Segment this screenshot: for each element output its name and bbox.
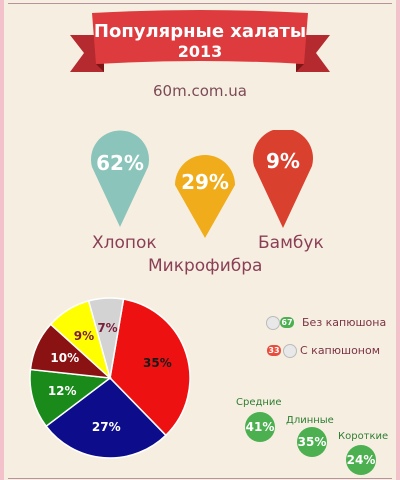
year-label: 2013 — [177, 42, 223, 61]
page-title: Популярные халаты — [93, 21, 307, 42]
pin-microfiber — [175, 155, 235, 238]
pie-slice-label: 9% — [73, 328, 95, 343]
robe-without-hood-icon — [266, 316, 280, 330]
pie-slice — [45, 377, 167, 459]
site-url: 60m.com.ua — [153, 82, 247, 100]
pie-slice — [87, 297, 125, 379]
cotton-percent: 62% — [96, 151, 144, 175]
robe-with-hood-icon — [283, 344, 297, 358]
pie-slice-label: 10% — [50, 350, 80, 365]
short-length-percent: 24% — [346, 445, 376, 475]
pie-slice-label: 7% — [97, 321, 118, 336]
pie-slice-label: 27% — [91, 420, 121, 435]
left-border — [0, 0, 4, 480]
pie-slice — [29, 368, 112, 428]
material-pins — [91, 130, 313, 238]
color-pie-chart — [29, 297, 191, 459]
pie-slice-label: 12% — [47, 384, 77, 399]
microfiber-label: Микрофибра — [148, 256, 263, 276]
long-length-label: Длинные — [286, 415, 334, 426]
without-hood-count: 67 — [280, 317, 294, 328]
title-ribbon — [70, 10, 330, 72]
pin-bamboo — [253, 130, 313, 228]
with-hood-count: 33 — [267, 345, 281, 356]
short-length-label: Короткие — [338, 431, 389, 442]
medium-length-label: Средние — [236, 397, 282, 408]
long-length-percent: 35% — [297, 427, 327, 457]
pie-slice-label: 35% — [142, 356, 172, 371]
with-hood-label: С капюшоном — [300, 344, 381, 357]
pin-cotton — [91, 130, 149, 227]
top-divider — [8, 3, 392, 4]
right-border — [396, 0, 400, 480]
cotton-label: Хлопок — [92, 233, 157, 253]
pie-slice — [109, 298, 191, 437]
bottom-divider — [8, 478, 392, 479]
bamboo-percent: 9% — [266, 149, 300, 173]
without-hood-label: Без капюшона — [302, 316, 387, 329]
bamboo-label: Бамбук — [258, 233, 324, 253]
microfiber-percent: 29% — [181, 170, 229, 194]
medium-length-percent: 41% — [245, 412, 275, 442]
